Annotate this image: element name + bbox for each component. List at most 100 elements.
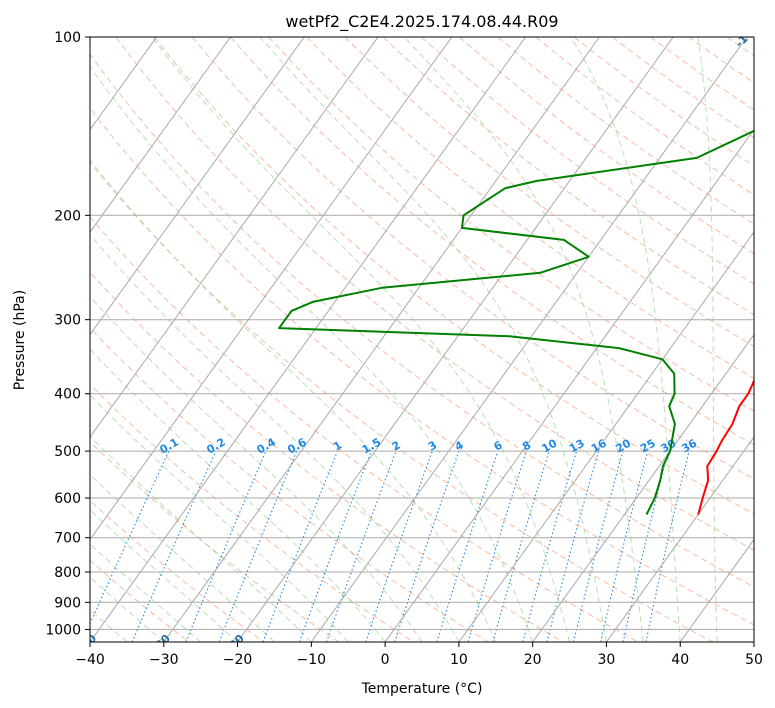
isotherm-line xyxy=(237,37,674,642)
y-tick-label: 700 xyxy=(54,531,81,547)
mixing-ratio-line xyxy=(394,450,460,642)
isotherm-label: -10 xyxy=(733,27,756,50)
mixing-ratio-line xyxy=(546,450,600,642)
y-axis-label: Pressure (hPa) xyxy=(12,290,28,390)
dry-adiabat-line xyxy=(90,161,713,642)
moist-adiabat-line xyxy=(90,159,497,642)
moist-adiabat-line xyxy=(403,37,644,642)
mixing-ratio-label: 0.4 xyxy=(254,435,278,456)
dry-adiabat-line xyxy=(90,53,754,588)
dry-adiabat-line xyxy=(90,559,190,642)
dry-adiabat-line xyxy=(90,327,489,642)
mixing-ratio-line xyxy=(262,450,338,642)
dry-adiabat-line xyxy=(535,37,754,196)
isotherm-line xyxy=(90,37,379,438)
mixing-ratio-line xyxy=(467,450,527,642)
mixing-ratio-lines xyxy=(90,450,690,642)
dry-adiabat-line xyxy=(90,216,639,642)
dry-adiabats xyxy=(90,37,775,642)
isotherm-line xyxy=(163,37,600,642)
isotherm-line xyxy=(605,436,754,642)
mixing-ratio-line xyxy=(436,450,499,642)
isotherm-line xyxy=(310,37,748,642)
mixing-ratio-labels: 0.1 0.2 0.4 0.6 1 1.5 2 3 4 6 8 10 13 16 20 25 30 36 xyxy=(157,435,699,456)
moist-adiabat-line xyxy=(151,37,571,642)
x-tick-label: −10 xyxy=(297,652,327,668)
mixing-ratio-label: 25 xyxy=(638,437,658,456)
y-tick-label: 500 xyxy=(54,444,81,460)
isotherm-label: -50 xyxy=(2,632,25,655)
isotherm-label: -30 xyxy=(150,632,173,655)
mixing-ratio-label: 13 xyxy=(567,437,587,456)
sounding-series xyxy=(278,129,754,516)
mixing-ratio-line xyxy=(365,450,433,642)
x-axis-label: Temperature (°C) xyxy=(361,681,483,697)
isotherm-line xyxy=(90,37,305,336)
mixing-ratio-line xyxy=(325,450,397,642)
moist-adiabat-line xyxy=(90,234,460,642)
x-tick-label: 40 xyxy=(671,652,689,668)
moist-adiabat-line xyxy=(570,37,681,642)
isotherm-line xyxy=(90,37,231,233)
dry-adiabat-line xyxy=(90,271,564,642)
moist-adiabat-line xyxy=(90,394,349,642)
dry-adiabat-line xyxy=(688,37,754,84)
isotherm-line xyxy=(384,128,754,642)
dry-adiabat-line xyxy=(90,499,265,642)
mixing-ratio-line xyxy=(600,450,649,642)
plot-area: -100-90-80-70-60-50-40-30-20-10010203040… xyxy=(0,27,775,655)
x-tick-label: 0 xyxy=(381,652,390,668)
dewpoint-profile-line xyxy=(278,129,754,516)
moist-adiabat-line xyxy=(90,348,386,642)
mixing-ratio-label: 10 xyxy=(540,436,560,455)
y-tick-label: 200 xyxy=(54,208,81,224)
mixing-ratio-label: 16 xyxy=(589,436,609,455)
y-tick-label: 1000 xyxy=(45,622,81,638)
x-tick-label: −40 xyxy=(75,652,105,668)
dry-adiabat-line xyxy=(344,37,754,347)
isotherm-label: -40 xyxy=(76,632,99,655)
isotherm-line xyxy=(0,37,9,642)
mixing-ratio-label: 0.1 xyxy=(157,436,180,457)
moist-adiabat-line xyxy=(90,295,423,642)
dry-adiabat-line xyxy=(459,37,754,255)
x-tick-label: −30 xyxy=(149,652,179,668)
y-tick-label: 100 xyxy=(54,30,81,46)
isotherm-line xyxy=(90,37,527,642)
y-axis: 100 200 300 400 500 600 700 800 900 1000 xyxy=(45,30,90,638)
x-tick-label: 50 xyxy=(745,652,763,668)
mixing-ratio-line xyxy=(572,450,624,642)
mixing-ratio-line xyxy=(131,450,217,642)
mixing-ratio-line xyxy=(299,450,372,642)
y-tick-label: 800 xyxy=(54,565,81,581)
isotherms xyxy=(0,37,754,642)
mixing-ratio-line xyxy=(185,450,267,642)
mixing-ratio-label: 36 xyxy=(679,436,699,455)
mixing-ratio-line xyxy=(218,450,298,642)
dry-adiabat-line xyxy=(230,37,754,446)
pressure-gridlines xyxy=(90,37,754,630)
mixing-ratio-line xyxy=(622,450,669,642)
dry-adiabat-line xyxy=(90,107,754,626)
dry-adiabat-line xyxy=(90,383,414,642)
x-tick-label: 10 xyxy=(450,652,468,668)
isotherm-line xyxy=(90,37,453,541)
plot-frame xyxy=(89,36,755,643)
mixing-ratio-label: 0.6 xyxy=(285,435,309,456)
mixing-ratio-line xyxy=(645,450,690,642)
isotherm-line xyxy=(458,231,754,642)
moist-adiabat-line xyxy=(90,473,275,642)
y-tick-label: 300 xyxy=(54,313,81,329)
moist-adiabat-line xyxy=(697,37,718,642)
moist-adiabat-line xyxy=(90,435,312,642)
x-tick-label: −20 xyxy=(223,652,253,668)
isotherm-line xyxy=(679,538,754,642)
moist-adiabat-line xyxy=(90,65,534,642)
x-tick-label: 30 xyxy=(598,652,616,668)
dry-adiabat-line xyxy=(765,37,775,642)
x-tick-label: 20 xyxy=(524,652,542,668)
isotherm-label: -20 xyxy=(224,632,247,655)
moist-adiabats xyxy=(90,37,718,642)
